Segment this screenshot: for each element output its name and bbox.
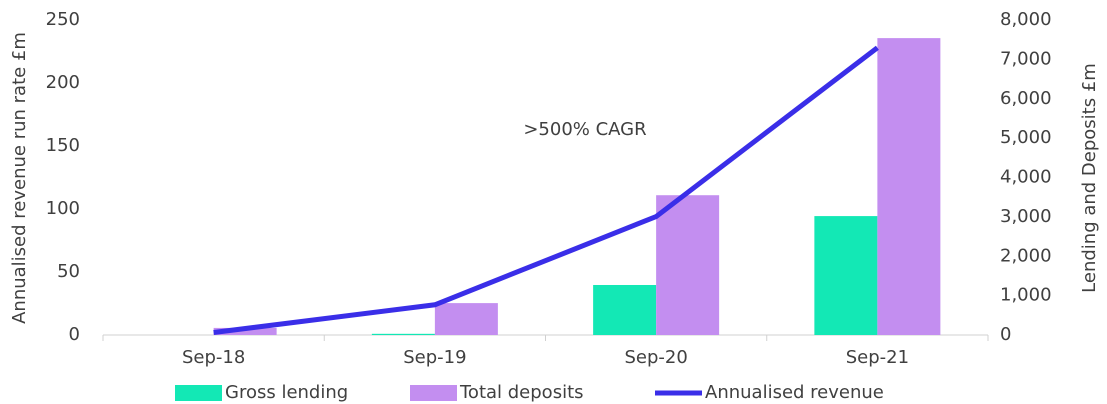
y-tick-label: 100: [46, 198, 80, 219]
x-tick-label: Sep-20: [624, 347, 687, 368]
y-tick-label: 50: [57, 261, 80, 282]
x-tick-label: Sep-19: [403, 347, 466, 368]
legend-label: Annualised revenue: [705, 382, 884, 403]
y2-tick-label: 3,000: [1000, 206, 1052, 227]
y-axis-title: Annualised revenue run rate £m: [9, 32, 30, 324]
y2-tick-label: 5,000: [1000, 127, 1052, 148]
bar: [593, 284, 657, 335]
y-tick-label: 250: [46, 9, 80, 30]
y2-axis-title: Lending and Deposits £m: [1079, 63, 1100, 293]
bar: [213, 327, 277, 335]
bar: [371, 333, 435, 335]
y-tick-label: 200: [46, 72, 80, 93]
x-tick-label: Sep-21: [846, 347, 909, 368]
y2-tick-label: 1,000: [1000, 285, 1052, 306]
y2-tick-label: 0: [1000, 324, 1011, 345]
legend-swatch: [175, 385, 222, 401]
bar: [434, 303, 498, 335]
x-tick-label: Sep-18: [182, 347, 245, 368]
annotation: >500% CAGR: [523, 119, 646, 140]
y2-tick-label: 4,000: [1000, 167, 1052, 188]
y-tick-label: 150: [46, 135, 80, 156]
legend-swatch: [410, 385, 457, 401]
y-tick-label: 0: [69, 324, 80, 345]
legend-label: Total deposits: [459, 382, 584, 403]
legend-label: Gross lending: [225, 382, 348, 403]
y2-tick-label: 2,000: [1000, 245, 1052, 266]
bar: [814, 216, 878, 335]
y2-tick-label: 6,000: [1000, 88, 1052, 109]
bar: [877, 38, 941, 336]
y2-tick-label: 7,000: [1000, 48, 1052, 69]
line: [213, 45, 879, 335]
bar: [656, 195, 720, 335]
y2-tick-label: 8,000: [1000, 9, 1052, 30]
